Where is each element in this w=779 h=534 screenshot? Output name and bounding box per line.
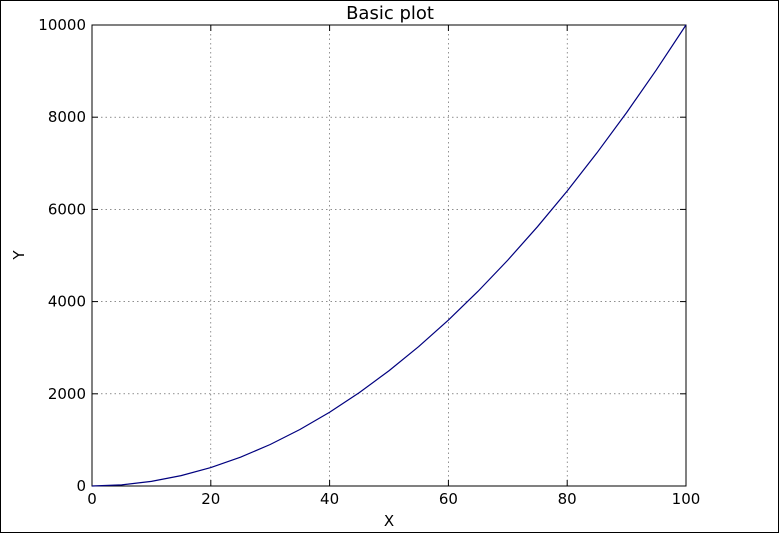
x-tick-label: 40 — [320, 490, 339, 508]
y-tick-label: 10000 — [38, 16, 86, 34]
y-tick-label: 8000 — [48, 108, 86, 126]
y-axis-label: Y — [10, 250, 28, 261]
x-tick-label: 20 — [201, 490, 220, 508]
y-tick-label: 6000 — [48, 200, 86, 218]
x-axis-label: X — [384, 512, 394, 530]
x-tick-label: 100 — [672, 490, 701, 508]
x-tick-label: 60 — [439, 490, 458, 508]
y-ticks: 0 2000 4000 6000 8000 10000 — [38, 16, 686, 495]
x-tick-label: 0 — [87, 490, 97, 508]
series-line — [91, 24, 687, 487]
x-ticks: 0 20 40 60 80 100 — [87, 25, 700, 508]
chart-title: Basic plot — [346, 3, 434, 24]
grid-lines — [92, 25, 686, 486]
plot-area-frame — [91, 24, 687, 487]
y-tick-label: 4000 — [48, 293, 86, 311]
x-tick-label: 80 — [558, 490, 577, 508]
y-tick-label: 0 — [76, 477, 86, 495]
y-tick-label: 2000 — [48, 385, 86, 403]
